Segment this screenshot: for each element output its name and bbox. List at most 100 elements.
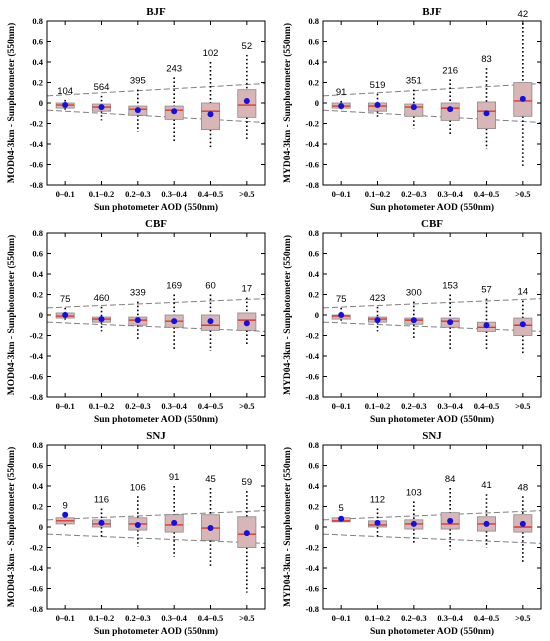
mean-point [171,108,178,115]
y-tick-label: -0.8 [30,180,43,190]
y-tick-label: -0.8 [30,604,43,614]
envelope-lower-line [322,321,542,332]
x-axis-label: Sun photometer AOD (550nm) [370,626,494,637]
count-label: 564 [94,82,110,93]
mean-point [207,525,214,532]
plot-frame [46,444,266,610]
envelope-lower-line [322,109,542,123]
y-tick-label: 0.6 [32,249,43,259]
mean-point [410,317,417,324]
x-axis-label: Sun photometer AOD (550nm) [94,414,218,425]
mean-point [98,316,105,323]
y-tick-label: -0.2 [306,331,319,341]
y-tick-label: 0 [315,98,319,108]
x-tick-label: 0.1–0.2 [365,613,391,623]
count-label: 52 [242,41,253,52]
y-tick-label: 0.4 [32,57,43,67]
box-3: 339 [128,288,148,341]
box-4: 84 [440,474,460,550]
x-axis-label: Sun photometer AOD (550nm) [94,626,218,637]
mean-point [62,511,69,518]
count-label: 59 [242,477,253,488]
y-tick-label: 0 [315,522,319,532]
y-axis-label: MOD04-3km - Sunphotometer (550nm) [6,23,17,184]
y-tick-label: 0.6 [32,461,43,471]
x-tick-label: 0.3–0.4 [161,189,187,199]
plot-frame [46,232,266,398]
envelope-upper-line [322,510,542,521]
count-label: 60 [205,281,216,292]
count-label: 91 [169,472,180,483]
y-axis-label: MOD04-3km - Sunphotometer (550nm) [6,447,17,608]
y-tick-label: -0.6 [306,372,319,382]
envelope-upper-line [46,510,266,521]
mean-point [134,107,141,114]
mean-point [374,102,381,109]
panel-3: CBF 75 460 339 169 60 17 -0.8 -0.6 -0.4 -0.2 0 0.2 0.… [6,218,266,425]
y-axis-label: MOD04-3km - Sunphotometer (550nm) [6,235,17,396]
box-5: 83 [477,54,496,150]
y-tick-label: -0.2 [306,543,319,553]
x-tick-label: 0–0.1 [332,401,351,411]
count-label: 9 [63,501,68,512]
box-3: 106 [128,482,148,547]
box-1: 9 [55,501,75,527]
mean-point [62,102,69,109]
mean-point [374,317,381,324]
count-label: 75 [336,294,347,305]
y-tick-label: -0.6 [30,372,43,382]
box-3: 103 [404,487,424,544]
y-tick-label: -0.4 [30,351,44,361]
x-tick-label: 0.1–0.2 [89,189,115,199]
count-label: 300 [406,288,422,299]
plot-frame [322,444,542,610]
plot-frame [46,20,266,186]
x-tick-label: >0.5 [515,401,530,411]
mean-point [338,312,345,318]
count-label: 17 [242,284,253,295]
count-label: 75 [60,294,71,305]
panel-5: SNJ 9 116 106 91 45 59 -0.8 -0.6 -0.4 -0.2 0 0.2 0.4 0… [6,430,266,637]
x-axis-label: Sun photometer AOD (550nm) [370,202,494,213]
x-tick-label: 0.1–0.2 [365,189,391,199]
box-6: 59 [237,477,257,593]
y-tick-label: -0.2 [30,119,43,129]
mean-point [410,520,417,527]
box-1: 91 [331,87,351,110]
y-tick-label: 0.8 [308,440,319,450]
box-2: 519 [368,80,387,119]
box-1: 75 [55,294,75,322]
envelope-upper-line [322,83,542,97]
box-5: 102 [201,48,220,148]
y-tick-label: 0 [315,310,319,320]
x-tick-label: 0.2–0.3 [125,613,151,623]
box-3: 300 [404,288,424,339]
box-5: 60 [201,281,220,351]
x-tick-label: >0.5 [239,189,254,199]
x-tick-label: >0.5 [515,613,530,623]
y-tick-label: -0.2 [30,543,43,553]
mean-point [134,521,141,528]
box-4: 243 [164,63,184,142]
y-tick-label: 0.6 [308,37,319,47]
panel-title: SNJ [146,430,166,442]
y-tick-label: -0.4 [30,139,44,149]
count-label: 112 [370,495,385,506]
y-tick-label: -0.4 [306,139,320,149]
box-6: 17 [237,284,257,346]
mean-point [98,104,105,111]
envelope-upper-line [322,298,542,309]
panel-title: CBF [145,218,167,230]
x-tick-label: >0.5 [515,189,530,199]
y-axis-label: MYD04-3km - Sunphotometer (550nm) [282,235,293,395]
panel-1: BJF 104 564 395 243 102 52 -0.8 -0.6 -0.4 -0.2 0 0.2… [6,6,266,213]
y-tick-label: -0.6 [30,160,43,170]
x-tick-label: 0.2–0.3 [401,189,427,199]
y-tick-label: 0.6 [308,249,319,259]
count-label: 14 [518,287,529,298]
y-tick-label: -0.4 [306,563,320,573]
plot-frame [322,20,542,186]
x-tick-label: 0–0.1 [56,613,75,623]
panel-title: BJF [422,6,442,18]
y-tick-label: -0.8 [306,604,319,614]
